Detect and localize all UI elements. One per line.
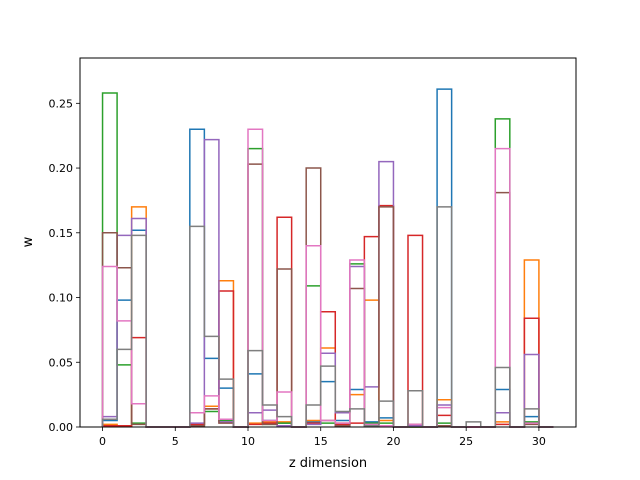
- y-axis-label: w: [21, 236, 36, 247]
- y-tick-label: 0.10: [49, 292, 74, 305]
- x-axis-label: z dimension: [289, 456, 367, 471]
- x-tick-label: 25: [459, 435, 473, 448]
- x-tick-label: 15: [314, 435, 328, 448]
- x-tick-label: 10: [241, 435, 255, 448]
- axes-frame: [79, 57, 577, 428]
- x-tick-label: 0: [99, 435, 106, 448]
- y-tick-label: 0.25: [49, 97, 74, 110]
- y-tick-label: 0.05: [49, 356, 74, 369]
- y-tick-label: 0.00: [49, 421, 74, 434]
- x-tick-label: 20: [386, 435, 400, 448]
- x-tick-label: 5: [172, 435, 179, 448]
- y-tick-label: 0.20: [49, 162, 74, 175]
- y-tick-label: 0.15: [49, 227, 74, 240]
- x-tick-label: 30: [532, 435, 546, 448]
- y-axis-ticks: 0.00 0.05 0.10 0.15 0.20 0.25: [49, 97, 80, 434]
- x-axis-ticks: 0 5 10 15 20 25 30: [99, 427, 546, 448]
